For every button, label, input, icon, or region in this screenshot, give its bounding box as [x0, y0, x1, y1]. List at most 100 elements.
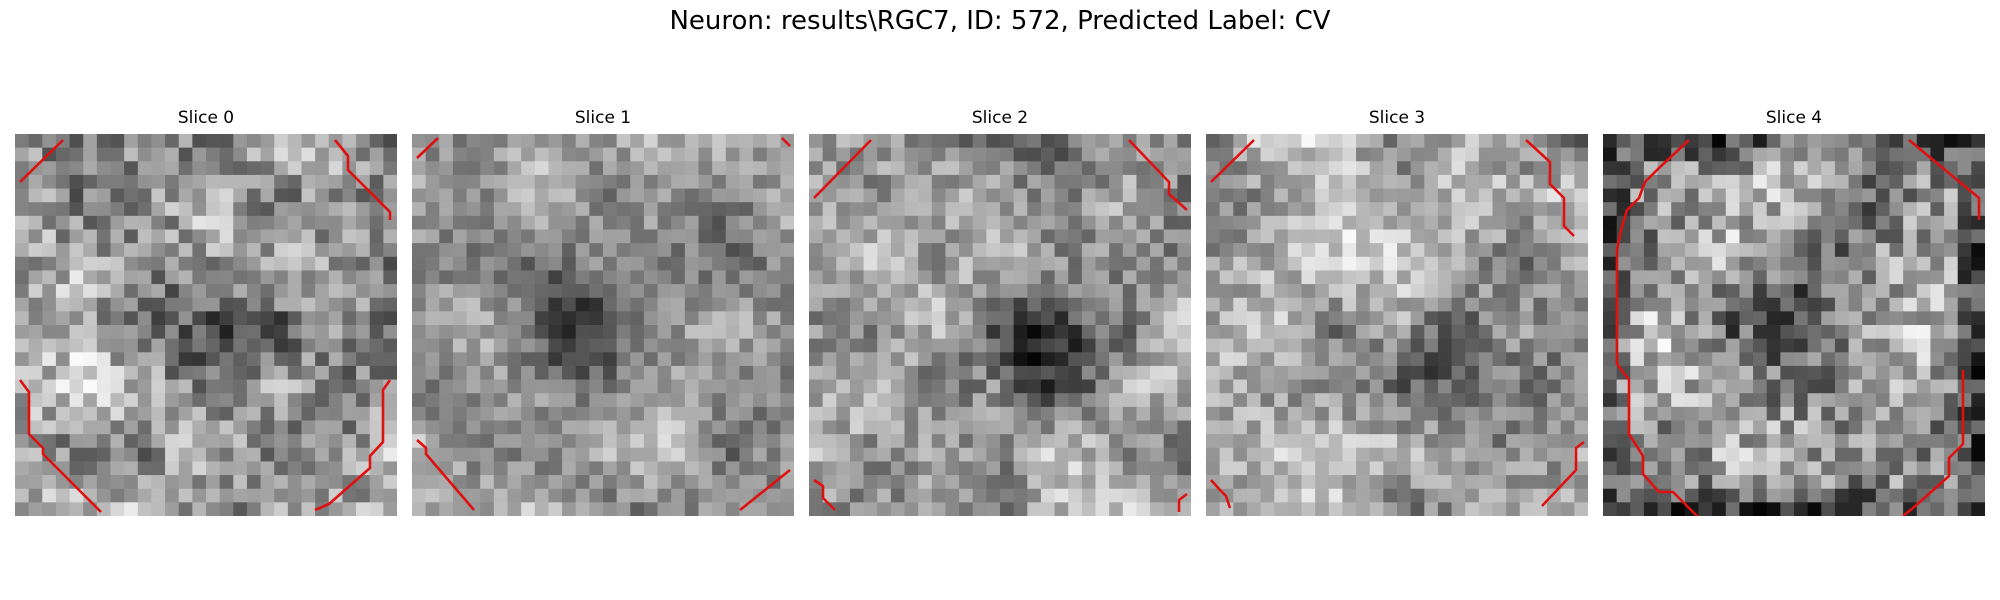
heatmap-cell — [1136, 365, 1151, 381]
heatmap-cell — [1081, 325, 1097, 340]
heatmap-cell — [1109, 379, 1124, 394]
heatmap-cell — [1834, 434, 1850, 449]
heatmap-cell — [42, 420, 57, 435]
heatmap-cell — [1903, 202, 1918, 217]
heatmap-cell — [356, 352, 371, 367]
heatmap-cell — [55, 284, 71, 299]
heatmap-cell — [493, 352, 509, 367]
heatmap-cell — [383, 502, 397, 516]
heatmap-cell — [931, 270, 947, 285]
heatmap-cell — [1794, 134, 1809, 149]
heatmap-cell — [972, 488, 987, 503]
heatmap-cell — [83, 284, 98, 299]
heatmap-cell — [1712, 502, 1727, 516]
heatmap-cell — [233, 352, 248, 367]
heatmap-cell — [1603, 147, 1618, 162]
heatmap-cell — [1163, 297, 1178, 312]
heatmap-cell — [219, 434, 234, 449]
heatmap-cell — [1315, 420, 1330, 435]
heatmap-cell — [1163, 325, 1178, 340]
heatmap-cell — [96, 393, 112, 408]
heatmap-cell — [1794, 188, 1809, 203]
heatmap-cell — [1519, 475, 1535, 490]
heatmap-cell — [137, 215, 153, 231]
heatmap-cell — [548, 461, 563, 476]
heatmap-cell — [1753, 338, 1768, 353]
heatmap-cell — [28, 352, 43, 367]
heatmap-cell — [534, 352, 550, 367]
heatmap-cell — [1109, 338, 1124, 353]
heatmap-cell — [425, 434, 440, 449]
heatmap-cell — [1000, 406, 1015, 422]
heatmap-cell — [42, 161, 57, 176]
heatmap-cell — [603, 393, 618, 408]
heatmap-cell — [1040, 406, 1056, 422]
heatmap-cell — [1630, 270, 1645, 285]
heatmap-cell — [603, 270, 618, 285]
heatmap-cell — [439, 338, 454, 353]
heatmap-cell — [55, 147, 71, 162]
heatmap-cell — [1013, 475, 1028, 490]
heatmap-cell — [1397, 461, 1412, 476]
heatmap-cell — [110, 243, 125, 258]
heatmap-cell — [630, 188, 645, 203]
heatmap-cell — [192, 147, 207, 162]
heatmap-cell — [1794, 256, 1809, 272]
heatmap-cell — [1369, 215, 1384, 231]
heatmap-cell — [1971, 134, 1985, 149]
heatmap-cell — [1260, 365, 1275, 381]
heatmap-cell — [274, 461, 289, 476]
heatmap-cell — [1712, 270, 1727, 285]
heatmap-cell — [849, 215, 865, 231]
heatmap-cell — [1000, 379, 1015, 394]
heatmap-cell — [260, 393, 275, 408]
heatmap-cell — [1862, 406, 1877, 422]
heatmap-cell — [1219, 284, 1234, 299]
heatmap-cell — [1643, 297, 1659, 312]
heatmap-cell — [1410, 202, 1425, 217]
heatmap-cell — [1903, 447, 1918, 463]
heatmap-cell — [643, 461, 659, 476]
heatmap-cell — [1177, 215, 1191, 231]
heatmap-cell — [822, 188, 837, 203]
heatmap-cell — [836, 188, 851, 203]
heatmap-cell — [15, 270, 30, 285]
heatmap-cell — [1807, 256, 1822, 272]
heatmap-cell — [589, 393, 604, 408]
heatmap-cell — [1397, 297, 1412, 312]
heatmap-cell — [972, 393, 987, 408]
heatmap-cell — [1916, 297, 1932, 312]
heatmap-cell — [1889, 488, 1904, 503]
heatmap-cell — [766, 379, 781, 394]
heatmap-cell — [1054, 406, 1069, 422]
heatmap-cell — [260, 297, 275, 312]
heatmap-cell — [1834, 134, 1850, 149]
heatmap-cell — [1287, 338, 1303, 353]
heatmap-cell — [466, 270, 481, 285]
heatmap-cell — [55, 215, 71, 231]
heatmap-cell — [69, 134, 84, 149]
heatmap-cell — [562, 475, 577, 490]
heatmap-cell — [110, 215, 125, 231]
heatmap-cell — [1560, 488, 1575, 503]
heatmap-cell — [151, 256, 166, 272]
heatmap-cell — [725, 134, 741, 149]
heatmap-cell — [1753, 352, 1768, 367]
heatmap-cell — [274, 229, 289, 244]
heatmap-cell — [589, 325, 604, 340]
heatmap-cell — [1122, 147, 1138, 162]
heatmap-cell — [466, 202, 481, 217]
heatmap-cell — [822, 243, 837, 258]
heatmap-cell — [712, 215, 727, 231]
heatmap-cell — [124, 147, 139, 162]
heatmap-cell — [931, 202, 947, 217]
heatmap-cell — [1356, 488, 1371, 503]
heatmap-cell — [452, 352, 468, 367]
heatmap-cell — [1163, 488, 1178, 503]
heatmap-cell — [151, 393, 166, 408]
heatmap-cell — [1725, 379, 1741, 394]
heatmap-cell — [725, 202, 741, 217]
heatmap-cell — [904, 311, 919, 326]
heatmap-cell — [1246, 284, 1262, 299]
heatmap-cell — [1000, 297, 1015, 312]
